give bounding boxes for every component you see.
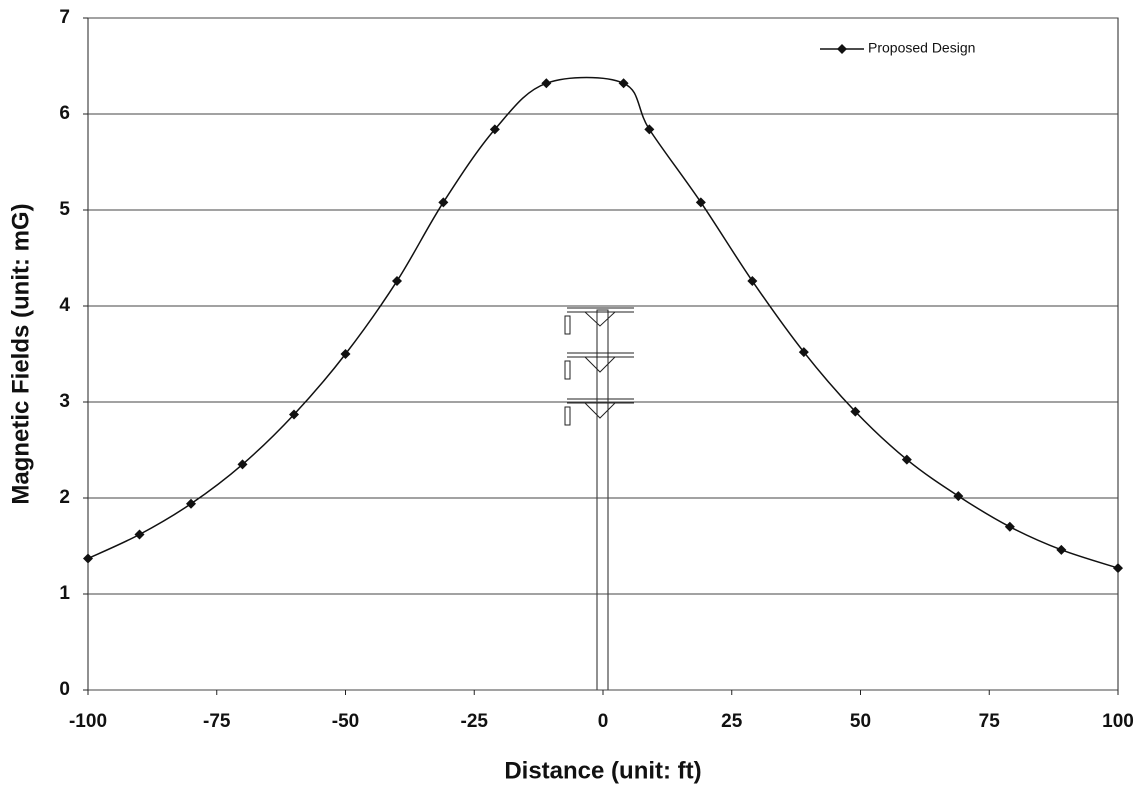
x-tick-label: -75 (203, 711, 231, 732)
x-tick-label: 75 (979, 711, 1001, 732)
x-tick-label: -25 (461, 711, 489, 732)
y-tick-label: 1 (59, 583, 70, 604)
x-axis-label: Distance (unit: ft) (504, 757, 701, 784)
x-tick-label: -100 (69, 711, 107, 732)
data-point (798, 347, 809, 358)
data-point (340, 349, 351, 359)
y-tick-label: 4 (59, 295, 70, 316)
x-tick-label: 100 (1102, 711, 1134, 732)
data-point (392, 276, 402, 287)
y-tick-label: 3 (59, 391, 70, 412)
data-point (237, 459, 248, 470)
data-point (83, 553, 93, 564)
legend-marker (837, 44, 847, 54)
data-point (953, 491, 964, 502)
y-axis-label: Magnetic Fields (unit: mG) (7, 203, 34, 504)
data-point (901, 454, 912, 465)
plot-border (87, 17, 1119, 691)
data-point (618, 78, 629, 89)
y-tick-label: 7 (59, 7, 70, 28)
y-tick-label: 2 (59, 487, 70, 508)
y-tick-label: 5 (59, 199, 70, 220)
x-tick-label: 25 (721, 711, 743, 732)
y-tick-label: 0 (59, 679, 70, 700)
x-tick-label: -50 (332, 711, 359, 732)
pole-drawing (564, 307, 634, 691)
data-point (186, 498, 196, 509)
data-point (747, 276, 758, 287)
legend-label: Proposed Design (868, 40, 975, 56)
data-point (289, 409, 299, 420)
data-point (438, 197, 449, 208)
data-point (1113, 563, 1123, 574)
data-point (850, 406, 861, 417)
x-tick-label: 50 (850, 711, 871, 732)
x-tick-label: 0 (598, 711, 609, 732)
data-point (644, 124, 655, 135)
data-point (134, 529, 145, 540)
y-tick-label: 6 (59, 103, 70, 124)
data-point (695, 197, 706, 208)
data-point (541, 78, 552, 89)
data-point (1056, 544, 1067, 555)
data-point (1004, 521, 1015, 532)
data-point (489, 124, 500, 135)
